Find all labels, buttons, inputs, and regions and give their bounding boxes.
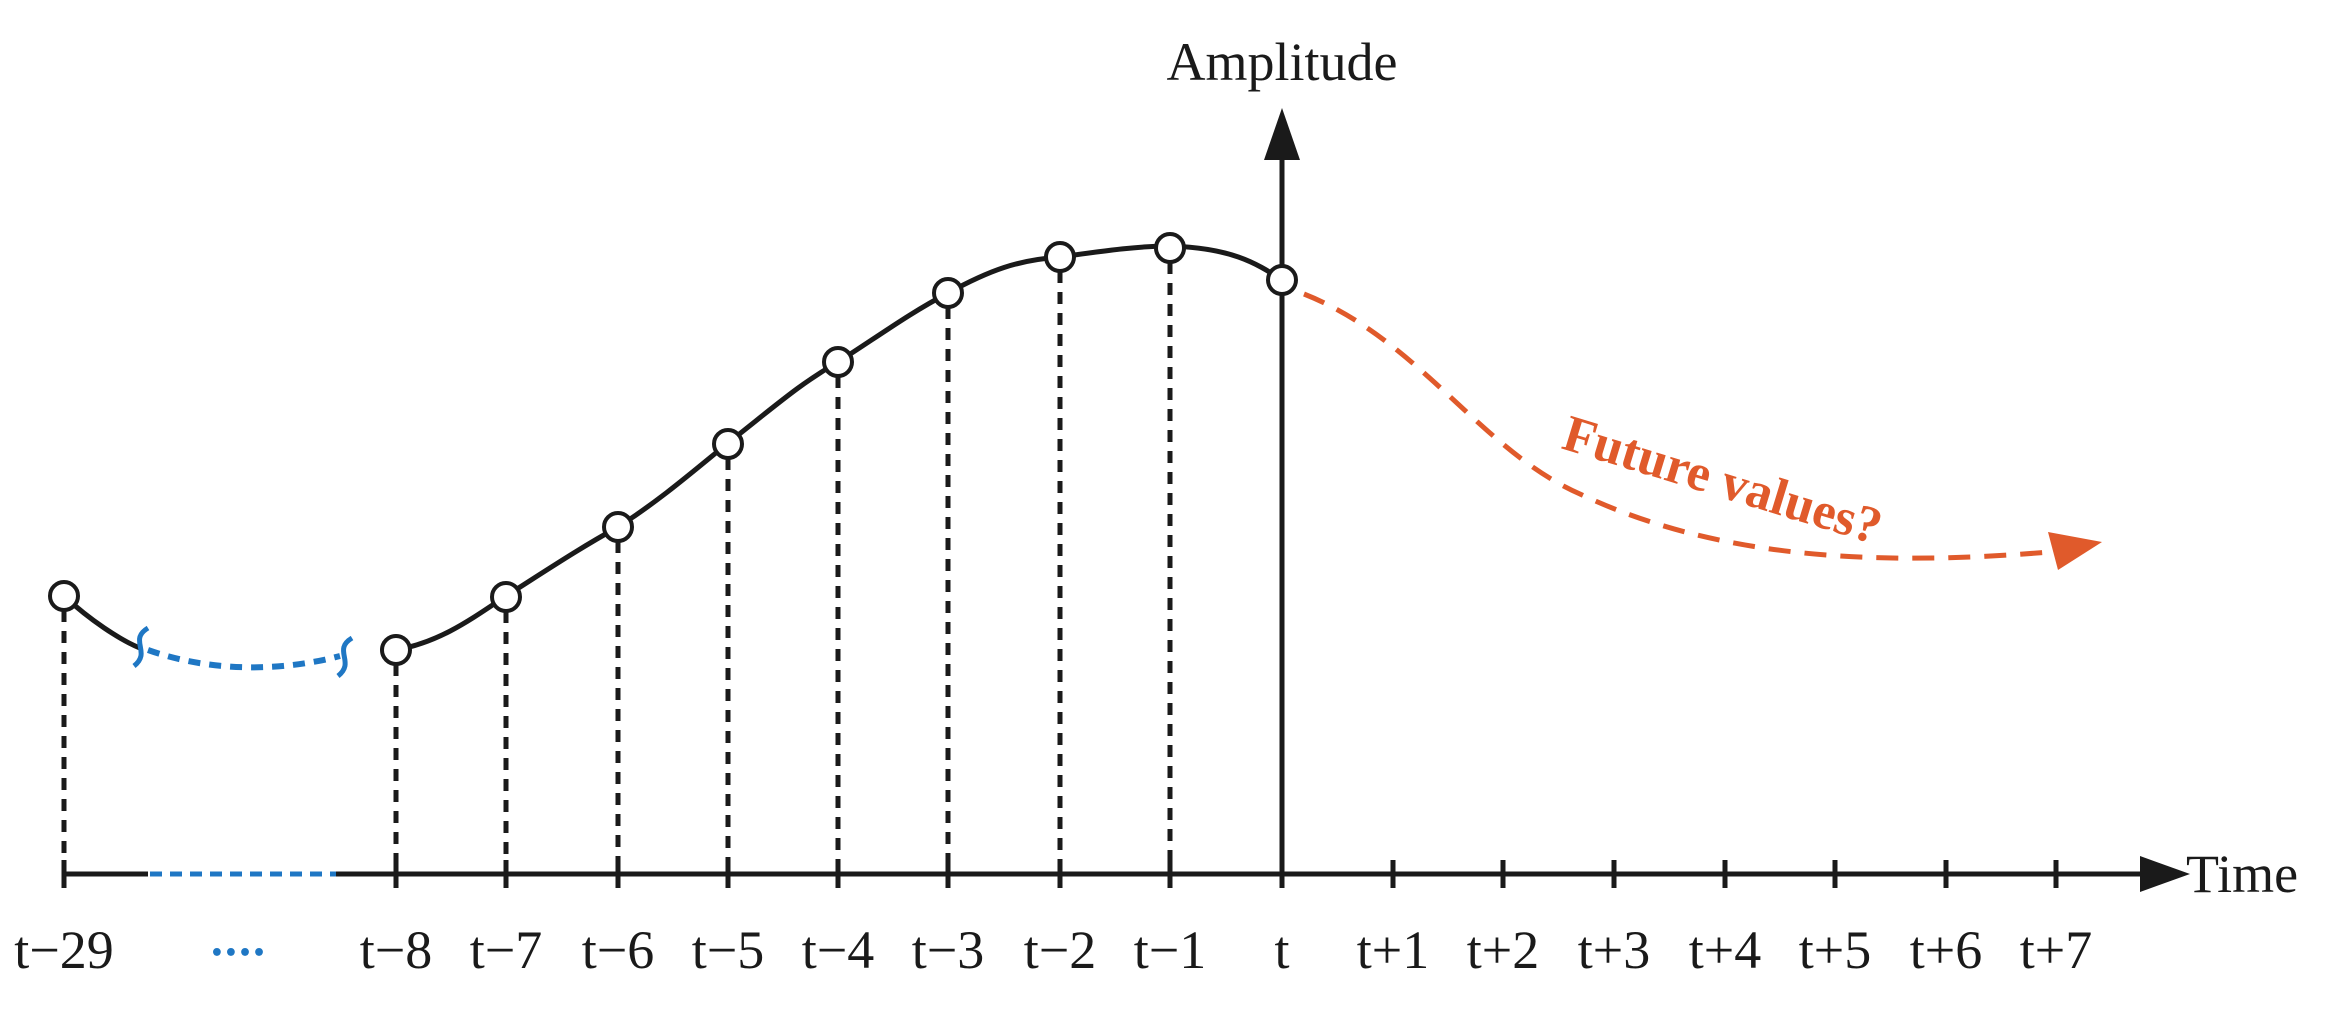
x-axis-tick-labels: t−29 t−8 t−7 t−6 t−5 t−4 t−3 t−2 t−1 t t+1 t+2 t+3 t+… [14,920,2092,980]
x-axis-arrowhead [2140,856,2190,892]
data-point [48,580,80,612]
ellipsis-label: •••• [210,941,266,966]
observed-curve-gap [146,647,341,671]
x-tick-label: t−7 [470,920,542,980]
break-marker-left [132,625,150,668]
data-point [1154,232,1186,264]
x-tick-label: t−2 [1024,920,1096,980]
x-tick-label: t−8 [360,920,432,980]
x-tick-label: t+3 [1578,920,1650,980]
forecast-arrowhead [2048,532,2102,570]
future-values-label: Future values? [1556,405,1888,556]
x-tick-label: t [1274,920,1289,980]
observed-points [48,232,1298,666]
data-point [490,581,522,613]
y-axis-title: Amplitude [1167,32,1398,92]
x-tick-label: t−6 [582,920,654,980]
x-tick-label: t−5 [692,920,764,980]
data-point [822,346,854,378]
x-tick-label: t+4 [1689,920,1761,980]
forecast-curve [1303,291,2051,561]
drop-lines [61,262,1173,874]
data-point [602,511,634,543]
x-tick-label: t+5 [1799,920,1871,980]
x-tick-label: t+1 [1357,920,1429,980]
data-point [380,634,412,666]
data-point [932,277,964,309]
x-axis-title: Time [2186,844,2298,904]
x-tick-label: t+7 [2020,920,2092,980]
x-tick-label: t−3 [912,920,984,980]
x-tick-label: t−1 [1134,920,1206,980]
x-tick-label: t+6 [1910,920,1982,980]
x-axis-ticks [61,860,2059,888]
data-point [1266,264,1298,296]
break-marker-right [336,635,354,678]
data-point [1044,241,1076,273]
x-tick-label: t+2 [1467,920,1539,980]
x-tick-label: t−4 [802,920,874,980]
y-axis-arrowhead [1264,108,1300,160]
x-tick-label: t−29 [14,920,113,980]
data-point [712,428,744,460]
